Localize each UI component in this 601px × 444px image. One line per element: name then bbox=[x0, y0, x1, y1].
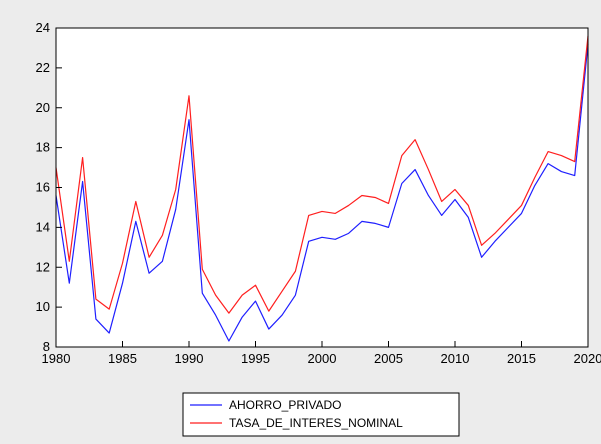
legend: AHORRO_PRIVADO TASA_DE_INTERES_NOMINAL bbox=[182, 392, 460, 437]
y-tick-label: 14 bbox=[36, 219, 50, 234]
x-tick-label: 1985 bbox=[108, 351, 137, 366]
plot-area-background bbox=[56, 28, 588, 347]
x-tick-label: 2015 bbox=[507, 351, 536, 366]
x-tick-label: 1990 bbox=[175, 351, 204, 366]
y-tick-label: 22 bbox=[36, 60, 50, 75]
y-tick-label: 10 bbox=[36, 299, 50, 314]
series-line-ahorro-privado bbox=[55, 43, 589, 342]
x-tick-label: 2010 bbox=[441, 351, 470, 366]
y-tick-label: 12 bbox=[36, 259, 50, 274]
legend-label: TASA_DE_INTERES_NOMINAL bbox=[229, 416, 403, 430]
axes-layer: 1980 1985 1990 1995 2000 2005 2010 2015 2020 8 10 1… bbox=[36, 20, 601, 366]
legend-box bbox=[182, 392, 460, 437]
x-tick-label: 2020 bbox=[574, 351, 601, 366]
series-line-tasa-de-interes-nominal bbox=[55, 35, 589, 314]
series-layer bbox=[55, 35, 589, 342]
x-tick-label: 2000 bbox=[308, 351, 337, 366]
x-tick-label: 2005 bbox=[374, 351, 403, 366]
y-tick-label: 8 bbox=[43, 339, 50, 354]
y-tick-label: 16 bbox=[36, 180, 50, 195]
x-tick-label: 1980 bbox=[42, 351, 71, 366]
y-tick-label: 20 bbox=[36, 100, 50, 115]
y-tick-label: 18 bbox=[36, 140, 50, 155]
legend-label: AHORRO_PRIVADO bbox=[229, 398, 341, 412]
y-tick-label: 24 bbox=[36, 20, 50, 35]
x-tick-label: 1995 bbox=[241, 351, 270, 366]
legend-entries: AHORRO_PRIVADO TASA_DE_INTERES_NOMINAL bbox=[190, 398, 403, 430]
